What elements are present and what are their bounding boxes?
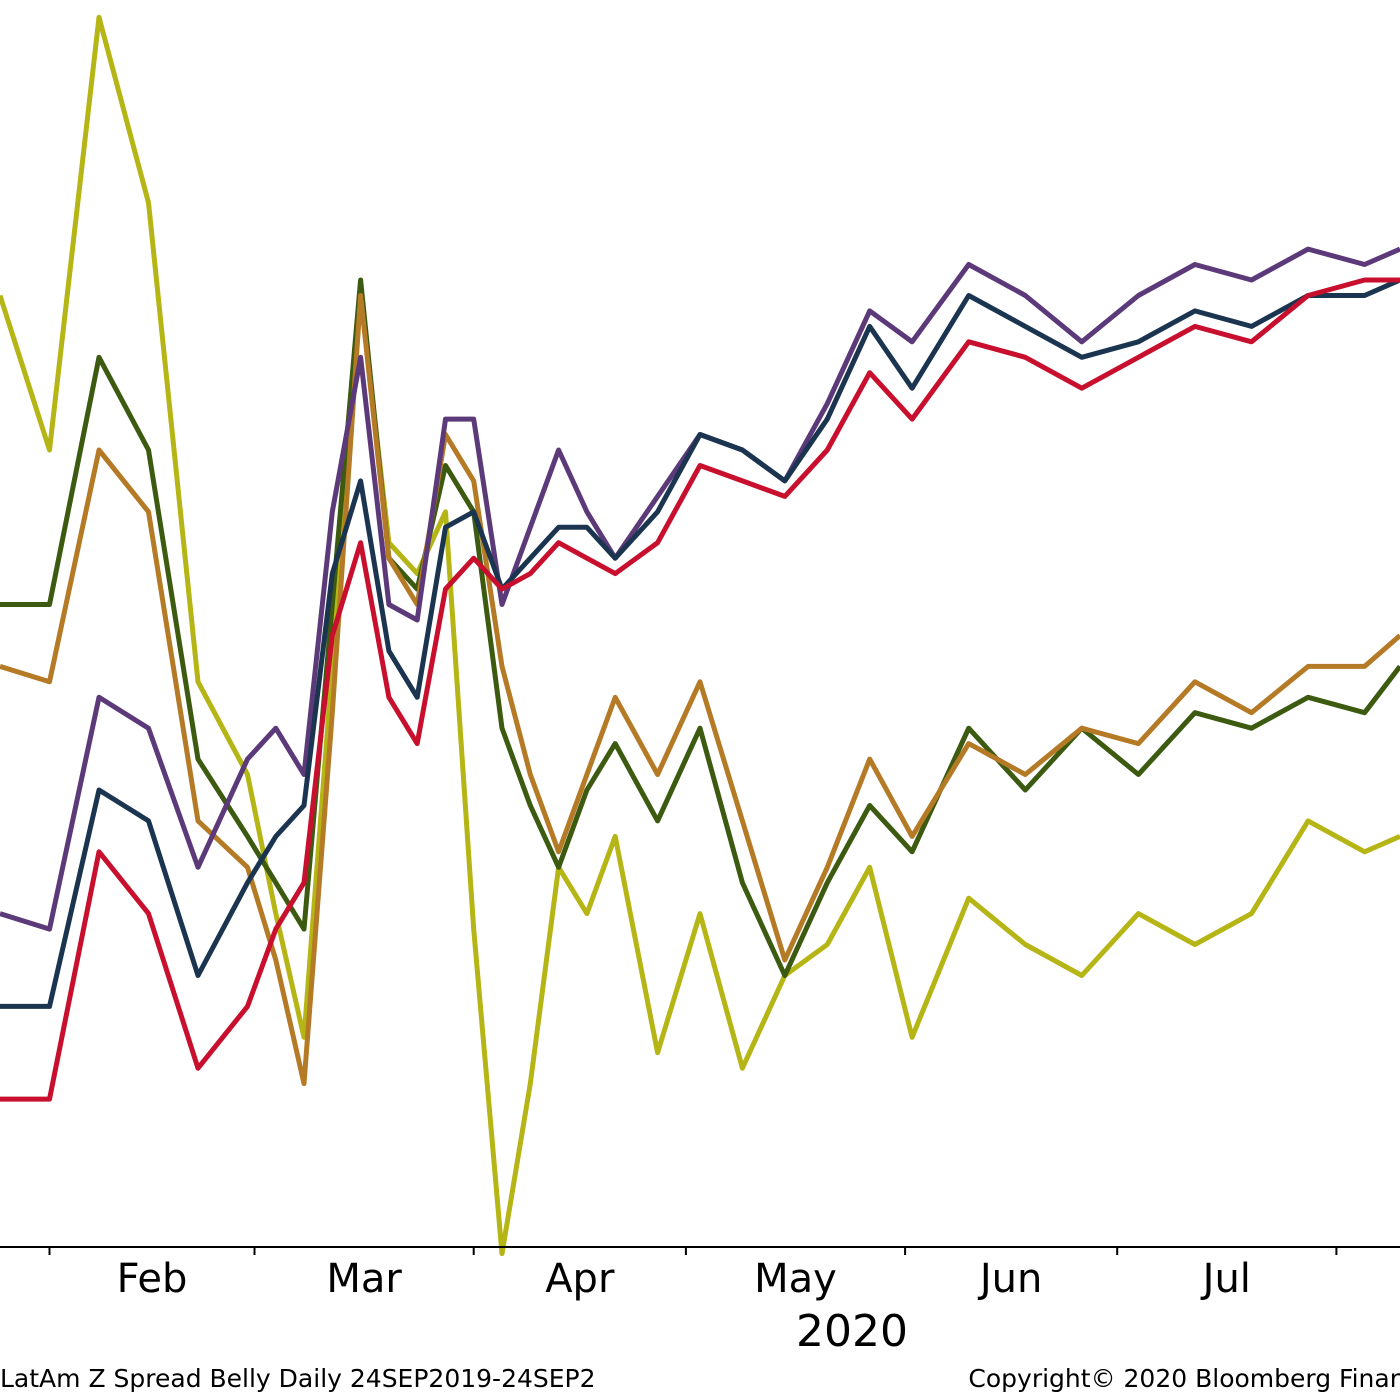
x-tick-label-mar: Mar [326,1256,402,1302]
series-line-4 [0,246,1400,932]
series-line-1 [0,14,1400,1257]
x-axis-year-label: 2020 [796,1306,908,1357]
x-tick-label-apr: Apr [545,1256,615,1302]
x-tick-label-may: May [754,1256,837,1302]
x-tick-label-feb: Feb [117,1256,188,1302]
x-axis-ticks: Feb Mar Apr May Jun Jul [48,1247,1338,1302]
series-line-2 [0,277,1400,978]
footer-series-description: LatAm Z Spread Belly Daily 24SEP2019-24S… [0,1364,596,1393]
footer-copyright: Copyright© 2020 Bloomberg Finar [968,1364,1400,1393]
x-tick-label-jun: Jun [977,1256,1043,1302]
series-line-5 [0,277,1400,1009]
series-line-3 [0,293,1400,1087]
x-tick-label-jul: Jul [1200,1256,1251,1302]
series-line-6 [0,277,1400,1102]
series-lines [0,14,1400,1257]
